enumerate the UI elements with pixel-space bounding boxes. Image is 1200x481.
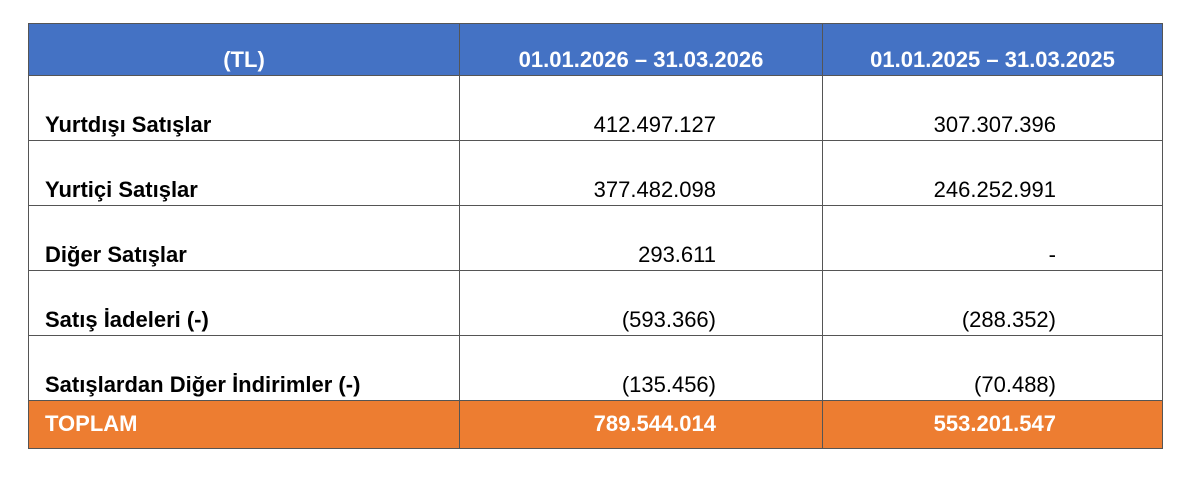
value-cell: 307.307.396 [822,75,1163,141]
sales-table: (TL) 01.01.2026 – 31.03.2026 01.01.2025 – … [28,23,1163,449]
table-body: Yurtdışı Satışlar 412.497.127 307.307.396 Y… [28,75,1163,449]
value-cell: (288.352) [822,270,1163,336]
row-label: Satışlardan Diğer İndirimler (-) [28,335,460,401]
row-label: Diğer Satışlar [28,205,460,271]
total-value: 553.201.547 [822,400,1163,449]
header-cell: 01.01.2025 – 31.03.2025 [822,23,1163,76]
row-label: Satış İadeleri (-) [28,270,460,336]
total-row: TOPLAM 789.544.014 553.201.547 [28,400,1163,449]
value-cell: 246.252.991 [822,140,1163,206]
row: Yurtdışı Satışlar 412.497.127 307.307.396 [28,75,1163,141]
value-cell: (593.366) [459,270,823,336]
value-cell: 412.497.127 [459,75,823,141]
total-value: 789.544.014 [459,400,823,449]
row: Satışlardan Diğer İndirimler (-) (135.456… [28,335,1163,401]
row-label: Yurtdışı Satışlar [28,75,460,141]
header-cell: 01.01.2026 – 31.03.2026 [459,23,823,76]
value-cell: 293.611 [459,205,823,271]
row-label: Yurtiçi Satışlar [28,140,460,206]
row: Satış İadeleri (-) (593.366) (288.352) [28,270,1163,336]
row: Diğer Satışlar 293.611- [28,205,1163,271]
value-cell: (135.456) [459,335,823,401]
header-row: (TL) 01.01.2026 – 31.03.2026 01.01.2025 – … [28,23,1163,76]
value-cell: (70.488) [822,335,1163,401]
value-cell: - [822,205,1163,271]
row: Yurtiçi Satışlar 377.482.098 246.252.991 [28,140,1163,206]
header-cell: (TL) [28,23,460,76]
value-cell: 377.482.098 [459,140,823,206]
total-label: TOPLAM [28,400,460,449]
